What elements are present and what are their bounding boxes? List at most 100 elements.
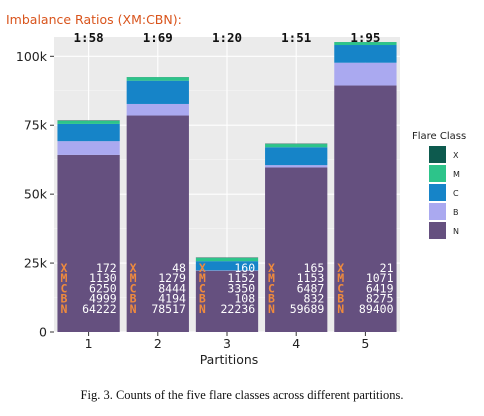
bar-3-N bbox=[195, 270, 259, 332]
bar-count-letter-1-B: B bbox=[60, 292, 67, 306]
bar-stack-1: X 172 M 1130 C 6250 B 4999 N 64222 bbox=[57, 120, 120, 332]
y-tick-label: 75k bbox=[24, 118, 48, 133]
bar-count-value-2-M: 1279 bbox=[158, 271, 186, 285]
bar-count-value-2-B: 4194 bbox=[158, 292, 186, 306]
legend-label-C: C bbox=[453, 189, 459, 198]
bar-2-N bbox=[126, 115, 189, 333]
bar-count-letter-3-M: M bbox=[199, 271, 206, 285]
bar-4-C bbox=[265, 147, 328, 166]
ratio-label-1: 1:58 bbox=[74, 30, 104, 45]
bar-2-C bbox=[126, 80, 189, 104]
ratio-label-2: 1:69 bbox=[143, 30, 173, 45]
bar-stack-5: X 21 M 1071 C 6419 B 8275 N 89400 bbox=[334, 42, 397, 332]
bar-count-letter-1-N: N bbox=[60, 302, 67, 316]
bar-count-value-3-X: 160 bbox=[234, 261, 255, 275]
imbalance-ratio-title: Imbalance Ratios (XM:CBN): bbox=[6, 12, 182, 27]
ratio-label-5: 1:95 bbox=[350, 30, 380, 45]
legend-label-N: N bbox=[453, 227, 459, 236]
bar-count-value-2-C: 8444 bbox=[158, 281, 186, 295]
y-tick-label: 25k bbox=[24, 256, 48, 271]
bar-count-value-2-X: 48 bbox=[172, 261, 186, 275]
bar-count-value-5-C: 6419 bbox=[366, 281, 394, 295]
bar-count-letter-2-M: M bbox=[130, 271, 137, 285]
bar-count-value-3-N: 22236 bbox=[221, 302, 256, 316]
y-tick-label: 0 bbox=[39, 325, 47, 340]
bar-count-letter-5-B: B bbox=[337, 292, 344, 306]
legend-swatch-N bbox=[429, 222, 446, 239]
bar-count-value-2-N: 78517 bbox=[151, 302, 186, 316]
bar-count-value-4-M: 1153 bbox=[297, 271, 325, 285]
bar-count-value-1-B: 4999 bbox=[89, 292, 117, 306]
bar-count-letter-5-N: N bbox=[337, 302, 344, 316]
legend-swatch-C bbox=[429, 184, 446, 201]
legend-title: Flare Class bbox=[412, 131, 466, 142]
x-axis-title: Partitions bbox=[200, 352, 259, 367]
legend-label-X: X bbox=[453, 151, 459, 160]
bar-count-value-3-B: 108 bbox=[234, 292, 255, 306]
bar-count-letter-4-B: B bbox=[268, 292, 275, 306]
bar-5-B bbox=[334, 62, 397, 86]
bar-5-C bbox=[334, 45, 397, 63]
bar-count-value-5-B: 8275 bbox=[366, 292, 394, 306]
bar-count-letter-5-C: C bbox=[337, 281, 344, 295]
bar-count-value-4-X: 165 bbox=[304, 261, 325, 275]
bar-count-letter-3-N: N bbox=[199, 302, 206, 316]
bar-count-value-5-X: 21 bbox=[380, 261, 394, 275]
ratio-label-4: 1:51 bbox=[281, 30, 311, 45]
bar-1-N bbox=[57, 154, 120, 332]
bar-count-letter-1-C: C bbox=[60, 281, 67, 295]
bar-count-value-3-C: 3350 bbox=[227, 281, 255, 295]
bar-count-letter-2-C: C bbox=[130, 281, 137, 295]
x-tick-label-1: 1 bbox=[85, 336, 93, 351]
bar-3-M bbox=[195, 257, 259, 262]
bar-count-value-4-B: 832 bbox=[304, 292, 325, 306]
bar-count-letter-5-X: X bbox=[337, 261, 344, 275]
ratio-labels: 1:58 1:69 1:20 1:51 1:95 bbox=[74, 30, 381, 45]
x-tick-label-4: 4 bbox=[292, 336, 300, 351]
bar-stack-2: X 48 M 1279 C 8444 B 4194 N 78517 bbox=[126, 77, 189, 333]
bar-count-value-1-M: 1130 bbox=[89, 271, 117, 285]
bar-stack-4: X 165 M 1153 C 6487 B 832 N 59689 bbox=[265, 143, 328, 332]
bar-count-letter-2-B: B bbox=[130, 292, 137, 306]
bar-count-letter-5-M: M bbox=[337, 271, 344, 285]
bar-5-M bbox=[334, 42, 397, 46]
x-tick-label-5: 5 bbox=[361, 336, 369, 351]
legend-swatch-M bbox=[429, 165, 446, 182]
legend-swatch-X bbox=[429, 146, 446, 163]
bar-count-value-1-C: 6250 bbox=[89, 281, 117, 295]
bar-count-letter-4-X: X bbox=[268, 261, 275, 275]
bar-count-value-5-N: 89400 bbox=[359, 302, 394, 316]
legend-label-B: B bbox=[453, 208, 459, 217]
bar-1-C bbox=[57, 123, 120, 142]
legend-label-M: M bbox=[453, 170, 460, 179]
bar-4-M bbox=[265, 144, 328, 148]
x-tick-label-3: 3 bbox=[223, 336, 231, 351]
bar-3-C bbox=[195, 261, 259, 271]
bar-count-letter-3-X: X bbox=[199, 261, 206, 275]
figure-caption: Fig. 3. Counts of the five flare classes… bbox=[81, 388, 404, 402]
bar-count-value-3-M: 1152 bbox=[227, 271, 255, 285]
bar-2-M bbox=[126, 77, 189, 81]
bar-count-letter-3-B: B bbox=[199, 292, 206, 306]
bar-count-letter-2-N: N bbox=[130, 302, 137, 316]
bar-4-N bbox=[265, 167, 328, 332]
bar-count-letter-1-M: M bbox=[60, 271, 67, 285]
legend: Flare Class X M C B N bbox=[412, 131, 466, 239]
bar-count-value-1-X: 172 bbox=[96, 261, 117, 275]
bar-count-value-4-N: 59689 bbox=[290, 302, 325, 316]
y-tick-label: 100k bbox=[16, 49, 48, 64]
bar-count-letter-4-M: M bbox=[268, 271, 275, 285]
bar-1-M bbox=[57, 120, 120, 124]
ratio-label-3: 1:20 bbox=[212, 30, 242, 45]
bar-count-letter-2-X: X bbox=[130, 261, 137, 275]
bar-2-B bbox=[126, 103, 189, 116]
legend-swatch-B bbox=[429, 203, 446, 220]
bar-5-N bbox=[334, 85, 397, 332]
bar-count-value-4-C: 6487 bbox=[297, 281, 325, 295]
y-tick-label: 50k bbox=[24, 187, 48, 202]
bar-count-letter-1-X: X bbox=[60, 261, 67, 275]
bar-count-letter-4-C: C bbox=[268, 281, 275, 295]
bar-count-value-5-M: 1071 bbox=[366, 271, 394, 285]
y-axis: 0 25k 50k 75k 100k bbox=[16, 49, 54, 340]
